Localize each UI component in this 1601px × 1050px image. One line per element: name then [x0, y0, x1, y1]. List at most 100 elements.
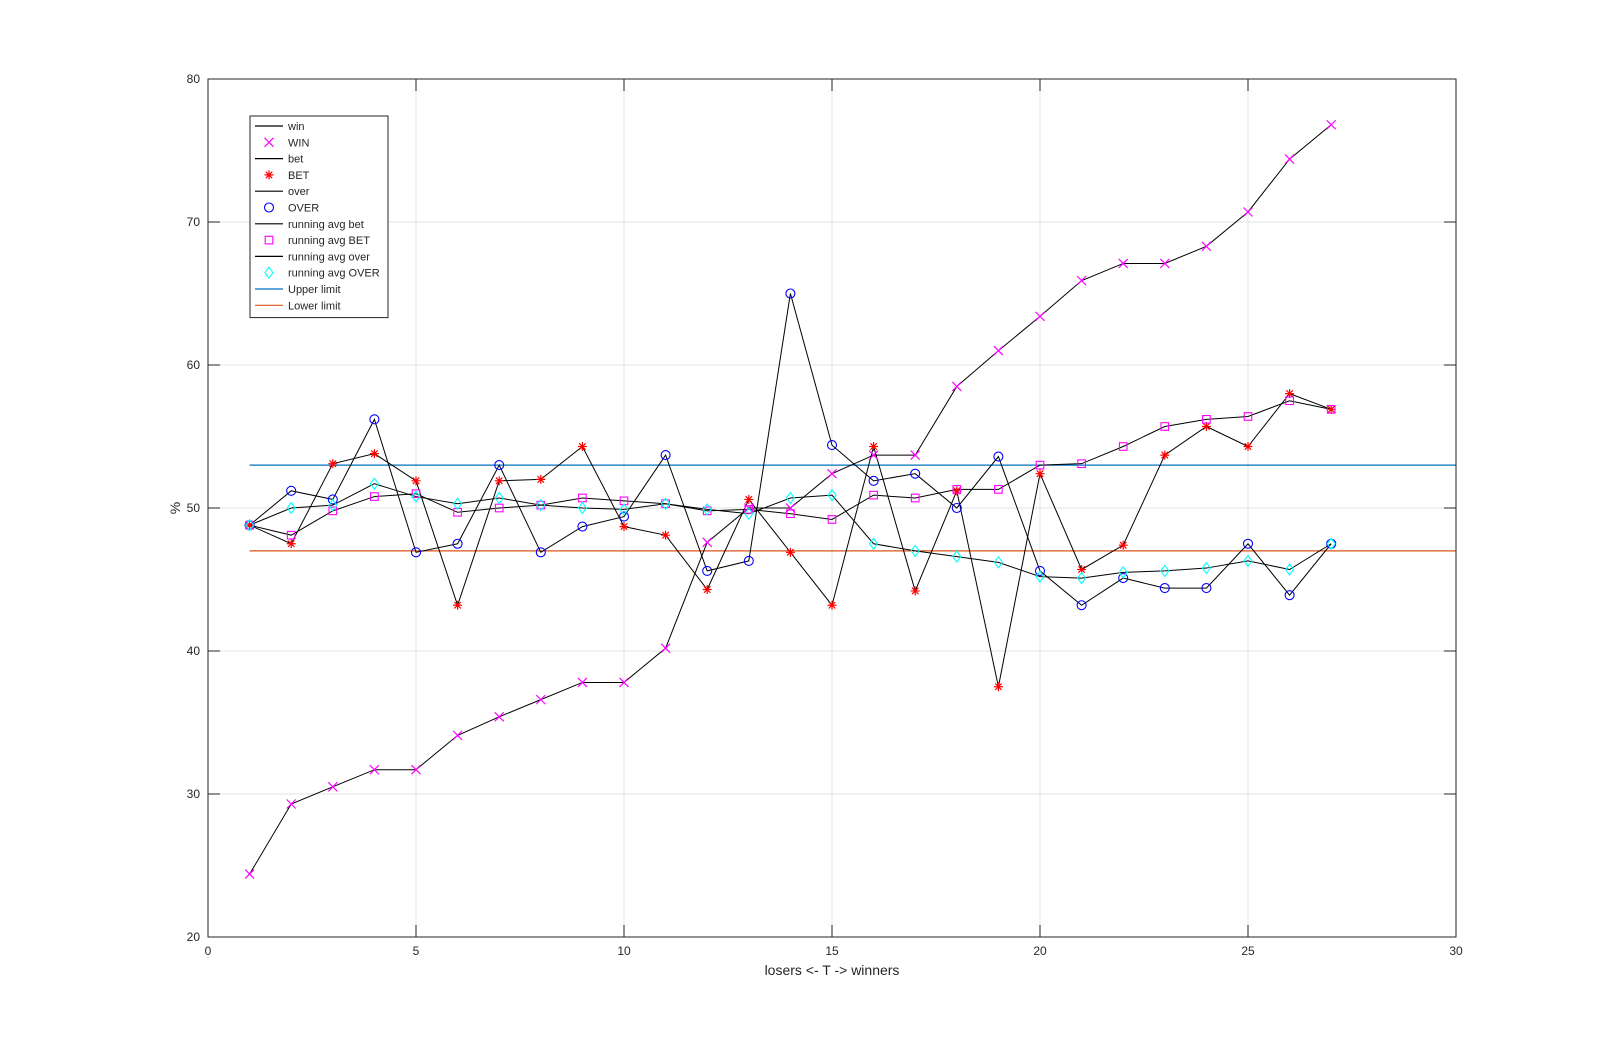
- data-point: [827, 600, 837, 610]
- data-point: [328, 506, 338, 516]
- data-point: [1034, 565, 1046, 576]
- data-point: [618, 511, 630, 522]
- data-point: [1035, 311, 1045, 322]
- legend-entry-over: OVER: [263, 202, 319, 215]
- legend-swatch: [264, 170, 274, 180]
- data-point: [1326, 404, 1336, 414]
- data-point: [328, 459, 338, 469]
- data-point: [993, 555, 1004, 569]
- data-point: [702, 502, 712, 516]
- data-point: [327, 781, 338, 792]
- legend-swatch: [264, 137, 274, 148]
- ticks: 0 5 10 15 20 25 30 20 30 40 50 60 70 80: [187, 72, 1463, 958]
- x-tick-label: 0: [205, 944, 212, 958]
- data-point: [1326, 537, 1336, 551]
- data-point: [1326, 404, 1336, 414]
- data-point: [1201, 421, 1211, 431]
- data-point: [660, 643, 671, 654]
- data-point: [410, 547, 422, 558]
- data-point: [1202, 414, 1211, 424]
- data-point: [1077, 459, 1086, 469]
- data-point: [744, 494, 754, 504]
- data-point: [286, 539, 296, 549]
- data-point: [1285, 396, 1294, 406]
- data-point: [660, 497, 671, 511]
- legend-swatch: [264, 266, 274, 280]
- data-point: [952, 486, 962, 496]
- data-point: [744, 505, 754, 514]
- legend-entry-bet: BET: [264, 170, 310, 182]
- legend-label: win: [287, 121, 305, 133]
- data-point: [327, 494, 338, 505]
- data-point: [994, 485, 1003, 494]
- legend: win WIN bet BET over OVER running avg bet runni…: [249, 115, 389, 319]
- data-point: [535, 694, 546, 705]
- series-markers-running-avg-over: [244, 477, 1336, 585]
- legend-entry-upper-limit: Upper limit: [255, 284, 341, 296]
- data-point: [1076, 275, 1087, 286]
- data-point: [910, 586, 920, 596]
- data-point: [535, 547, 546, 558]
- data-point: [286, 501, 296, 515]
- data-point: [1201, 561, 1212, 575]
- data-point: [494, 491, 504, 505]
- data-point: [1160, 564, 1170, 578]
- x-tick-label: 5: [413, 944, 420, 958]
- data-point: [743, 555, 754, 566]
- data-point: [328, 498, 338, 512]
- data-point: [660, 450, 671, 461]
- data-point: [1035, 570, 1045, 584]
- data-point: [577, 521, 588, 532]
- x-tick-label: 10: [617, 944, 631, 958]
- data-point: [244, 869, 255, 880]
- data-point: [619, 522, 629, 532]
- series-markers-running-avg-bet: [245, 396, 1336, 540]
- data-point: [411, 476, 421, 486]
- data-point: [1118, 258, 1129, 269]
- data-point: [1285, 389, 1295, 399]
- data-point: [827, 468, 837, 479]
- data-point: [369, 449, 379, 459]
- data-point: [910, 493, 920, 503]
- series-markers-win: [244, 119, 1337, 880]
- y-tick-label: 20: [187, 930, 201, 944]
- data-point: [286, 799, 297, 809]
- y-tick-label: 80: [187, 72, 201, 86]
- data-point: [910, 450, 921, 461]
- data-point: [827, 488, 837, 502]
- legend-label: running avg over: [288, 251, 370, 263]
- data-point: [785, 547, 795, 557]
- data-point: [494, 711, 505, 722]
- y-tick-label: 30: [187, 787, 201, 801]
- x-tick-label: 25: [1241, 944, 1255, 958]
- legend-entry-win: WIN: [264, 137, 309, 149]
- data-point: [786, 509, 795, 519]
- data-point: [1118, 565, 1128, 579]
- data-point: [744, 507, 754, 521]
- y-tick-label: 70: [187, 215, 201, 229]
- data-point: [1284, 154, 1295, 165]
- legend-entry-running-avg-over: running avg OVER: [264, 266, 380, 280]
- legend-label: bet: [288, 154, 303, 166]
- data-point: [1243, 207, 1253, 217]
- data-point: [1035, 460, 1045, 470]
- data-point: [1159, 583, 1170, 594]
- data-point: [993, 451, 1004, 462]
- data-point: [411, 764, 421, 775]
- data-point: [1159, 258, 1170, 269]
- data-point: [1076, 600, 1087, 611]
- data-point: [1118, 442, 1128, 451]
- legend-label: WIN: [288, 137, 309, 149]
- data-point: [910, 544, 920, 558]
- data-point: [785, 288, 796, 299]
- data-point: [993, 682, 1003, 692]
- data-point: [868, 475, 879, 486]
- data-point: [702, 565, 713, 576]
- legend-entry-lower-limit: Lower limit: [255, 300, 341, 312]
- data-point: [452, 730, 463, 741]
- legend-label: BET: [288, 170, 310, 182]
- data-point: [536, 498, 546, 512]
- x-axis-label: losers <- T -> winners: [765, 962, 900, 978]
